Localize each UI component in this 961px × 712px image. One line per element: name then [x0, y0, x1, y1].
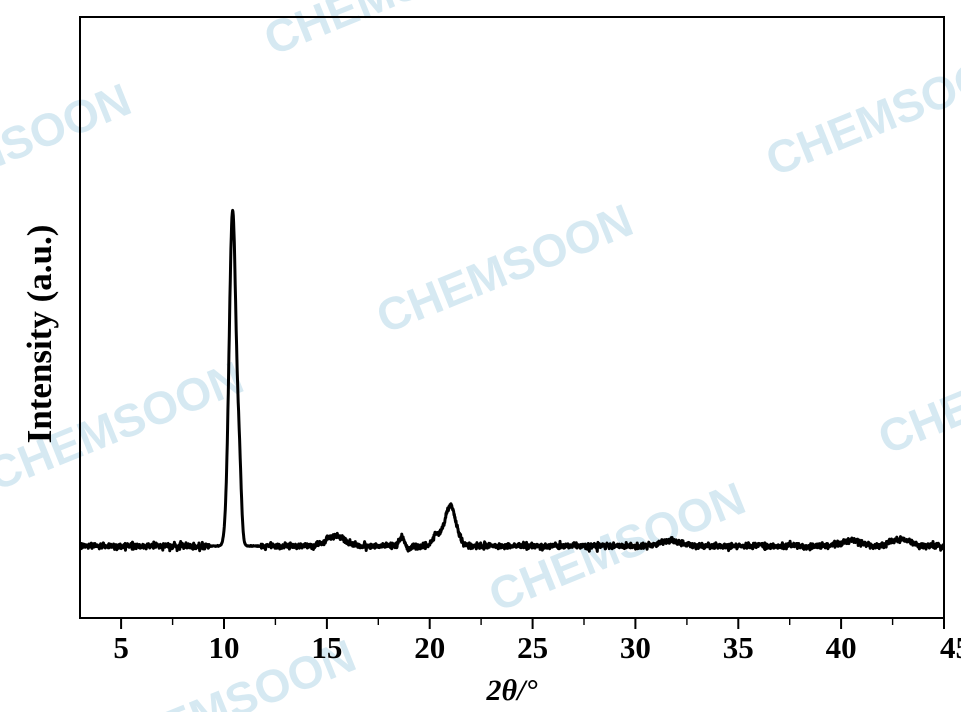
svg-text:40: 40 — [826, 630, 857, 665]
svg-text:25: 25 — [517, 630, 548, 665]
svg-text:CHEMSOON: CHEMSOON — [759, 36, 961, 186]
svg-text:30: 30 — [620, 630, 651, 665]
svg-text:45: 45 — [940, 630, 961, 665]
svg-text:2θ/°: 2θ/° — [486, 674, 538, 707]
svg-text:5: 5 — [113, 630, 129, 665]
svg-text:CHEMSOON: CHEMSOON — [369, 194, 640, 344]
svg-text:CHEMSOON: CHEMSOON — [0, 73, 138, 223]
svg-text:15: 15 — [311, 630, 342, 665]
svg-text:10: 10 — [209, 630, 240, 665]
svg-text:Intensity (a.u.): Intensity (a.u.) — [20, 225, 59, 444]
svg-text:CHEMSOON: CHEMSOON — [871, 314, 961, 464]
svg-text:35: 35 — [723, 630, 754, 665]
svg-text:CHEMSOON: CHEMSOON — [257, 0, 528, 65]
svg-text:20: 20 — [414, 630, 445, 665]
